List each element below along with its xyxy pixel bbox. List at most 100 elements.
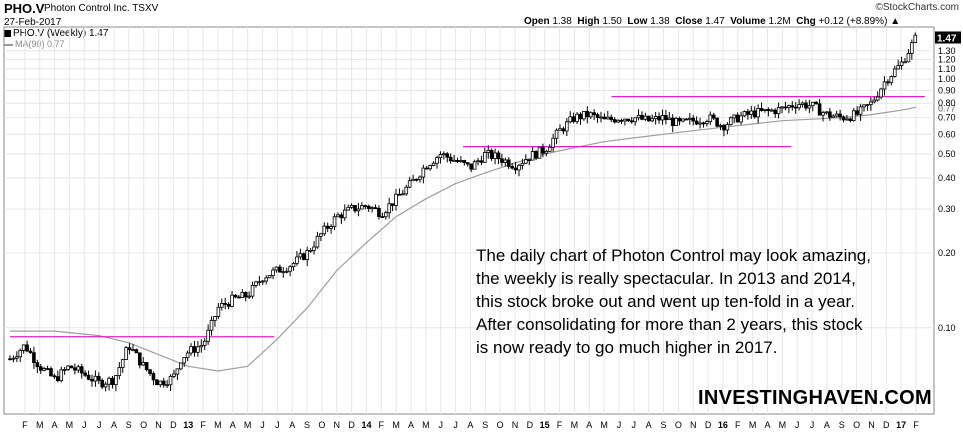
candle-body bbox=[322, 225, 327, 235]
annotation-line: The daily chart of Photon Control may lo… bbox=[476, 246, 871, 265]
candle-body bbox=[346, 206, 350, 211]
candle-body bbox=[756, 108, 760, 118]
x-tick-label: J bbox=[260, 420, 265, 430]
candle-body bbox=[158, 380, 163, 386]
x-tick-label: A bbox=[467, 420, 473, 430]
candle-body bbox=[213, 316, 217, 321]
candle-body bbox=[670, 117, 675, 126]
candle-body bbox=[766, 109, 771, 112]
candle-body bbox=[370, 207, 374, 210]
candle-body bbox=[428, 165, 432, 170]
candle-body bbox=[42, 368, 46, 371]
candle-body bbox=[623, 118, 627, 122]
candle-body bbox=[728, 117, 733, 126]
candle-body bbox=[103, 383, 108, 388]
candle-body bbox=[110, 377, 115, 386]
candle-body bbox=[414, 178, 419, 181]
candle-body bbox=[8, 358, 12, 361]
candle-body bbox=[291, 262, 296, 268]
candle-body bbox=[530, 150, 535, 161]
candle-body bbox=[561, 128, 566, 132]
candle-body bbox=[62, 369, 67, 371]
candle-body bbox=[360, 205, 364, 210]
candle-body bbox=[896, 65, 900, 70]
candle-body bbox=[274, 266, 279, 271]
candle-body bbox=[452, 159, 456, 162]
candle-body bbox=[247, 295, 251, 298]
candle-body bbox=[267, 275, 272, 279]
candle-body bbox=[237, 296, 241, 299]
x-tick-label: A bbox=[111, 420, 117, 430]
candle-body bbox=[339, 214, 344, 219]
candle-body bbox=[59, 369, 64, 382]
candle-body bbox=[127, 347, 132, 351]
x-tick-label: S bbox=[304, 420, 310, 430]
candle-body bbox=[722, 124, 726, 131]
candle-body bbox=[308, 249, 313, 252]
candle-body bbox=[424, 167, 429, 170]
candle-body bbox=[49, 368, 53, 377]
candle-body bbox=[742, 111, 747, 117]
x-tick-label: M bbox=[214, 420, 222, 430]
candle-body bbox=[763, 109, 767, 111]
candle-body bbox=[903, 61, 907, 64]
candle-body bbox=[718, 124, 723, 127]
candle-body bbox=[107, 377, 111, 385]
ticker-symbol: PHO.V bbox=[4, 1, 45, 16]
candle-body bbox=[664, 115, 668, 121]
candle-body bbox=[886, 81, 890, 84]
candle-body bbox=[349, 205, 354, 208]
candle-body bbox=[681, 118, 685, 122]
candle-body bbox=[694, 120, 699, 125]
y-tick-label: 0.70 bbox=[938, 113, 956, 123]
candle-body bbox=[899, 61, 904, 67]
candle-body bbox=[828, 111, 832, 118]
x-tick-label: A bbox=[764, 420, 770, 430]
candle-body bbox=[465, 162, 470, 165]
candle-body bbox=[161, 380, 166, 386]
candle-body bbox=[438, 154, 443, 159]
x-tick-label: N bbox=[868, 420, 875, 430]
candle-body bbox=[534, 150, 538, 159]
candle-body bbox=[834, 113, 839, 117]
candle-body bbox=[797, 104, 801, 109]
x-tick-label: A bbox=[408, 420, 414, 430]
x-tick-label: O bbox=[497, 420, 504, 430]
candle-body bbox=[38, 366, 43, 371]
candle-body bbox=[595, 114, 600, 118]
candle-body bbox=[301, 253, 306, 260]
candle-body bbox=[578, 113, 583, 120]
candle-body bbox=[260, 280, 265, 283]
x-tick-label: M bbox=[600, 420, 608, 430]
candle-body bbox=[151, 373, 156, 381]
change-value: +0.12 (+8.89%) bbox=[818, 16, 888, 27]
candle-body bbox=[240, 292, 245, 298]
candle-body bbox=[588, 112, 593, 118]
candle-body bbox=[459, 160, 463, 162]
x-tick-label: J bbox=[810, 420, 815, 430]
candle-body bbox=[114, 375, 118, 386]
candle-body bbox=[554, 129, 559, 139]
candle-body bbox=[858, 106, 863, 115]
candle-body bbox=[582, 110, 586, 120]
x-tick-label: J bbox=[82, 420, 87, 430]
candle-body bbox=[138, 352, 142, 366]
candle-body bbox=[650, 118, 655, 122]
x-tick-label: J bbox=[438, 420, 443, 430]
candle-body bbox=[196, 346, 200, 353]
candle-body bbox=[790, 105, 795, 108]
candle-body bbox=[319, 233, 323, 237]
candle-body bbox=[175, 368, 180, 375]
last-price-box bbox=[935, 31, 961, 44]
candle-body bbox=[93, 375, 98, 382]
high-value: 1.50 bbox=[602, 16, 622, 27]
candle-body bbox=[626, 118, 631, 122]
candle-body bbox=[243, 292, 248, 298]
candle-body bbox=[831, 115, 836, 118]
candle-body bbox=[83, 372, 87, 376]
x-tick-label: D bbox=[170, 420, 177, 430]
candle-body bbox=[206, 329, 210, 342]
ma-value-label: 0.77 bbox=[938, 103, 956, 113]
annotation-line: the weekly is really spectacular. In 201… bbox=[476, 269, 856, 288]
y-tick-label: 1.30 bbox=[938, 46, 956, 56]
